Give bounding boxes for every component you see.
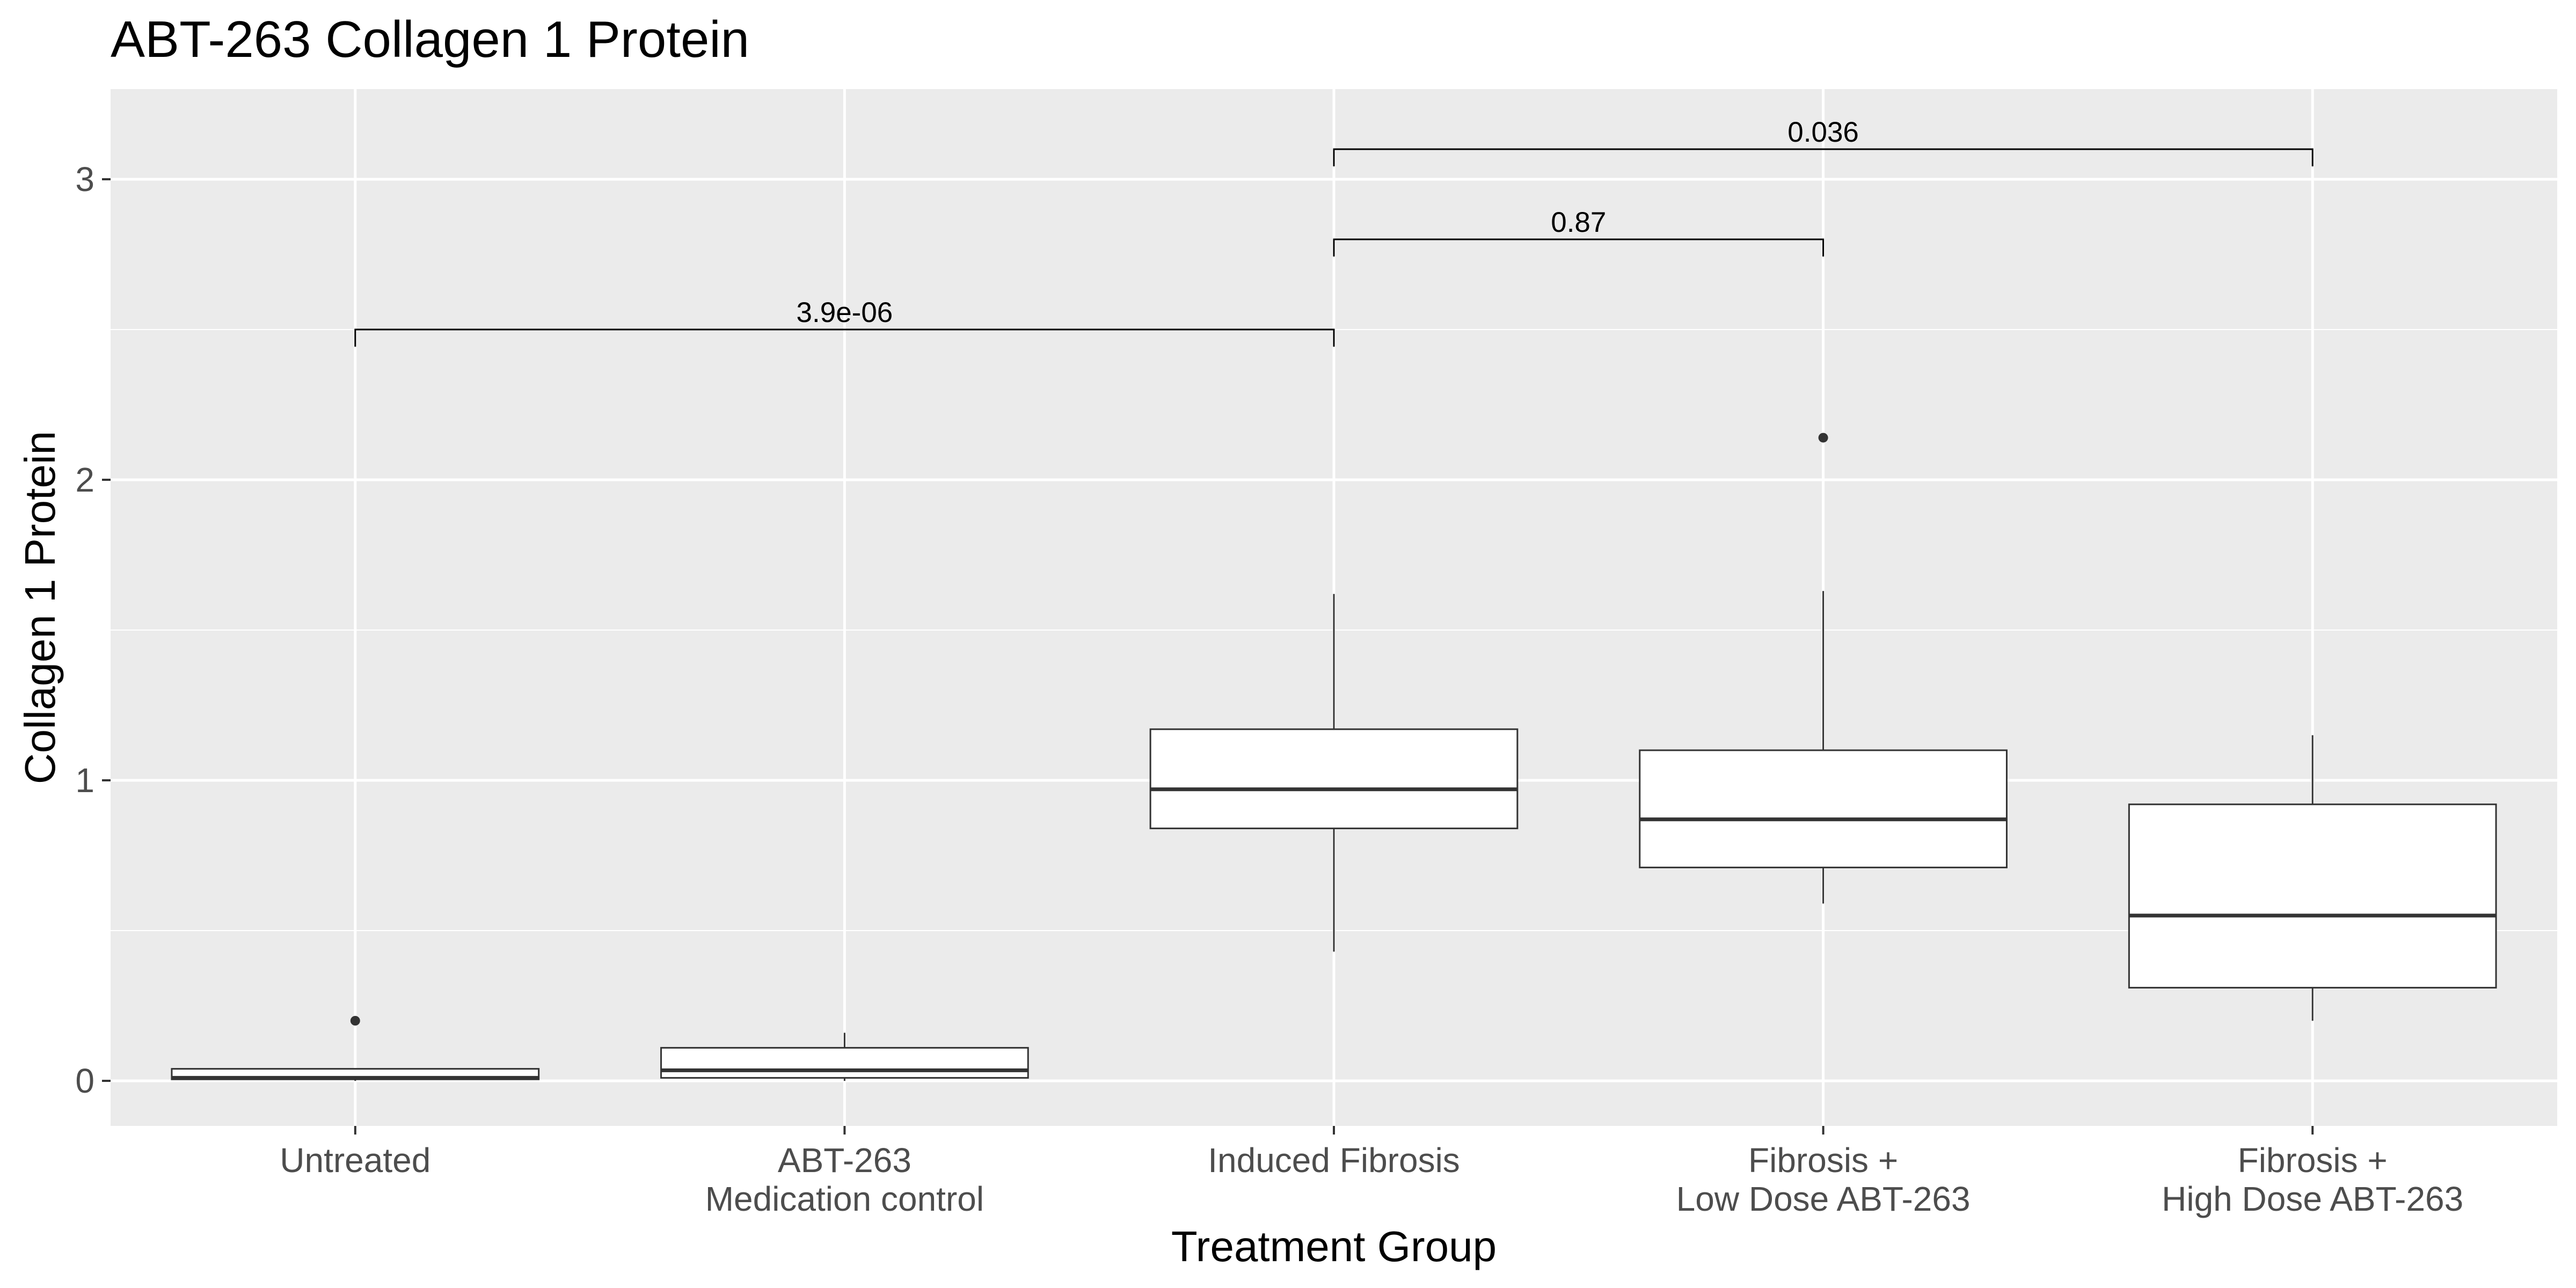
x-axis-title: Treatment Group xyxy=(1171,1223,1497,1270)
x-tick-label: Fibrosis + High Dose ABT-263 xyxy=(2162,1141,2463,1218)
significance-bracket: 0.87 xyxy=(1333,207,1825,257)
x-tick-label: Induced Fibrosis xyxy=(1208,1141,1460,1180)
x-tick-label: Untreated xyxy=(280,1141,430,1180)
box-group xyxy=(2128,735,2497,1021)
outlier-point xyxy=(1818,433,1828,443)
axes: 0 1 2 3 Untreated ABT-263 Medication control In… xyxy=(75,160,2463,1218)
box-series xyxy=(171,433,2497,1081)
y-tick-label: 2 xyxy=(75,460,94,499)
bracket-line xyxy=(1333,148,2314,166)
p-value-label: 0.87 xyxy=(1551,207,1606,238)
box-group xyxy=(171,1016,540,1081)
y-tick-label: 1 xyxy=(75,761,94,800)
bracket-line xyxy=(354,328,1335,347)
outlier-point xyxy=(350,1016,360,1026)
significance-bracket: 3.9e-06 xyxy=(354,297,1335,347)
x-tick-label: Fibrosis + Low Dose ABT-263 xyxy=(1676,1141,1971,1218)
p-value-label: 0.036 xyxy=(1787,116,1859,148)
y-tick-label: 3 xyxy=(75,160,94,199)
box xyxy=(1639,749,2008,868)
y-axis-title: Collagen 1 Protein xyxy=(16,431,64,784)
significance-bracket: 0.036 xyxy=(1333,116,2314,166)
p-value-label: 3.9e-06 xyxy=(797,297,893,328)
bracket-line xyxy=(1333,238,1825,257)
box xyxy=(2128,803,2497,989)
chart-title: ABT-263 Collagen 1 Protein xyxy=(111,11,749,68)
box-group xyxy=(1639,433,2008,904)
y-tick-label: 0 xyxy=(75,1062,94,1100)
box xyxy=(660,1046,1029,1079)
box xyxy=(1149,728,1519,830)
box-group xyxy=(1149,594,1519,952)
box-group xyxy=(660,1033,1029,1081)
x-tick-label: ABT-263 Medication control xyxy=(705,1141,984,1218)
significance-brackets: 3.9e-06 0.87 0.036 xyxy=(354,116,2314,347)
